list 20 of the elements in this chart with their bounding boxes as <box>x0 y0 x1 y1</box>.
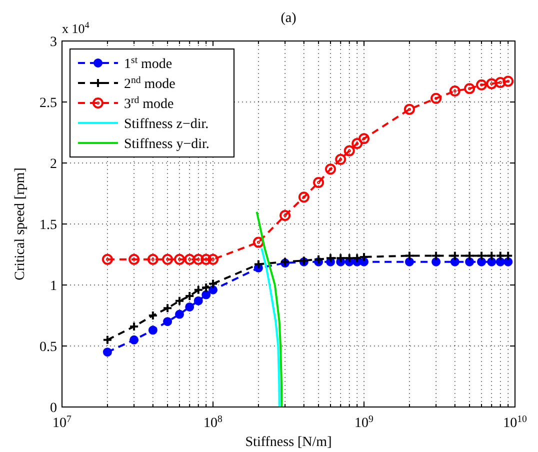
y-tick-label: 1 <box>50 279 57 294</box>
x-tick-label: 10$^{9}$ <box>354 414 374 431</box>
y-tick-label: 2.5 <box>40 96 57 111</box>
y-axis-title: Critical speed [rpm] <box>13 168 28 280</box>
x-tick-label: 10$^{8}$ <box>204 414 223 431</box>
y-tick-label: 2 <box>50 157 57 172</box>
y-tick-label: 3 <box>50 35 57 50</box>
y-tick-label: 0 <box>50 401 57 416</box>
legend-label: 3$^{rd}$ mode <box>124 94 174 112</box>
x-axis-title: Stiffness [N/m] <box>245 435 332 450</box>
y-tick-label: 0.5 <box>40 340 57 355</box>
y-tick-label: 1.5 <box>40 218 57 233</box>
legend-label: 1$^{st}$ mode <box>124 54 172 72</box>
x-tick-label: 10$^{7}$ <box>52 414 72 431</box>
legend-label: Stiffness z−dir. <box>124 117 209 132</box>
legend-label: 2$^{nd}$ mode <box>124 74 176 92</box>
legend-label: Stiffness y−dir. <box>124 137 210 152</box>
chart-title: (a) <box>280 11 297 26</box>
x-tick-label: 10$^{10}$ <box>503 414 527 431</box>
text: x 10$^{4}$ <box>62 20 90 36</box>
